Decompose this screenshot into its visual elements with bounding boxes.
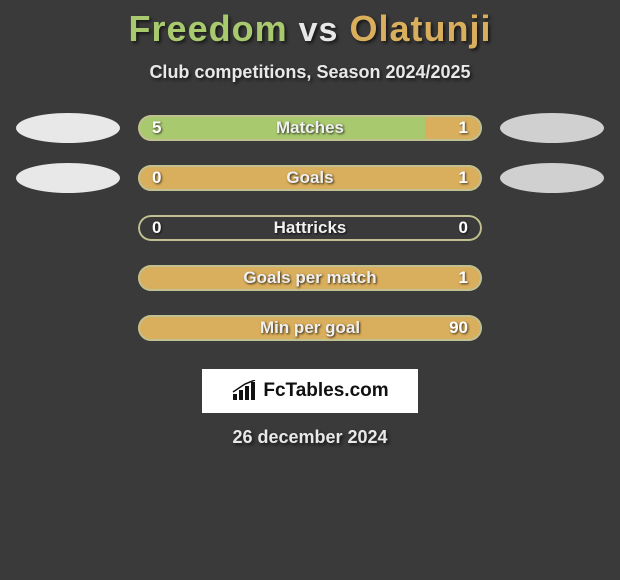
stat-bar: 90 Min per goal bbox=[138, 315, 482, 341]
vs-text: vs bbox=[299, 11, 339, 49]
stat-value-player2: 1 bbox=[459, 168, 468, 188]
stat-value-player1: 0 bbox=[152, 168, 161, 188]
player2-name: Olatunji bbox=[349, 8, 491, 49]
stat-value-player2: 90 bbox=[449, 318, 468, 338]
date-text: 26 december 2024 bbox=[0, 427, 620, 448]
stat-row: 90 Min per goal bbox=[0, 313, 620, 343]
stat-row: 0 0 Hattricks bbox=[0, 213, 620, 243]
player1-marker bbox=[16, 113, 120, 143]
stats-rows: 5 1 Matches 0 1 Goals 0 0 Hattricks 1 Goals per ma… bbox=[0, 113, 620, 343]
page-title: Freedom vs Olatunji bbox=[0, 8, 620, 50]
stat-value-player2: 0 bbox=[459, 218, 468, 238]
player2-marker bbox=[500, 163, 604, 193]
comparison-card: Freedom vs Olatunji Club competitions, S… bbox=[0, 0, 620, 448]
stat-bar: 0 0 Hattricks bbox=[138, 215, 482, 241]
stat-row: 1 Goals per match bbox=[0, 263, 620, 293]
stat-value-player1: 0 bbox=[152, 218, 161, 238]
stat-label: Hattricks bbox=[274, 218, 347, 238]
stat-label: Goals bbox=[286, 168, 333, 188]
stat-bar: 1 Goals per match bbox=[138, 265, 482, 291]
brand-chart-icon bbox=[231, 380, 257, 402]
stat-value-player2: 1 bbox=[459, 118, 468, 138]
brand-text: FcTables.com bbox=[263, 380, 388, 402]
stat-row: 0 1 Goals bbox=[0, 163, 620, 193]
stat-label: Matches bbox=[276, 118, 344, 138]
bar-fill-player2 bbox=[425, 115, 482, 141]
player1-name: Freedom bbox=[129, 8, 288, 49]
stat-value-player1: 5 bbox=[152, 118, 161, 138]
stat-row: 5 1 Matches bbox=[0, 113, 620, 143]
stat-bar: 0 1 Goals bbox=[138, 165, 482, 191]
player1-marker bbox=[16, 163, 120, 193]
brand-badge: FcTables.com bbox=[202, 369, 418, 413]
stat-label: Goals per match bbox=[243, 268, 376, 288]
stat-label: Min per goal bbox=[260, 318, 360, 338]
subtitle: Club competitions, Season 2024/2025 bbox=[0, 62, 620, 83]
stat-value-player2: 1 bbox=[459, 268, 468, 288]
player2-marker bbox=[500, 113, 604, 143]
stat-bar: 5 1 Matches bbox=[138, 115, 482, 141]
